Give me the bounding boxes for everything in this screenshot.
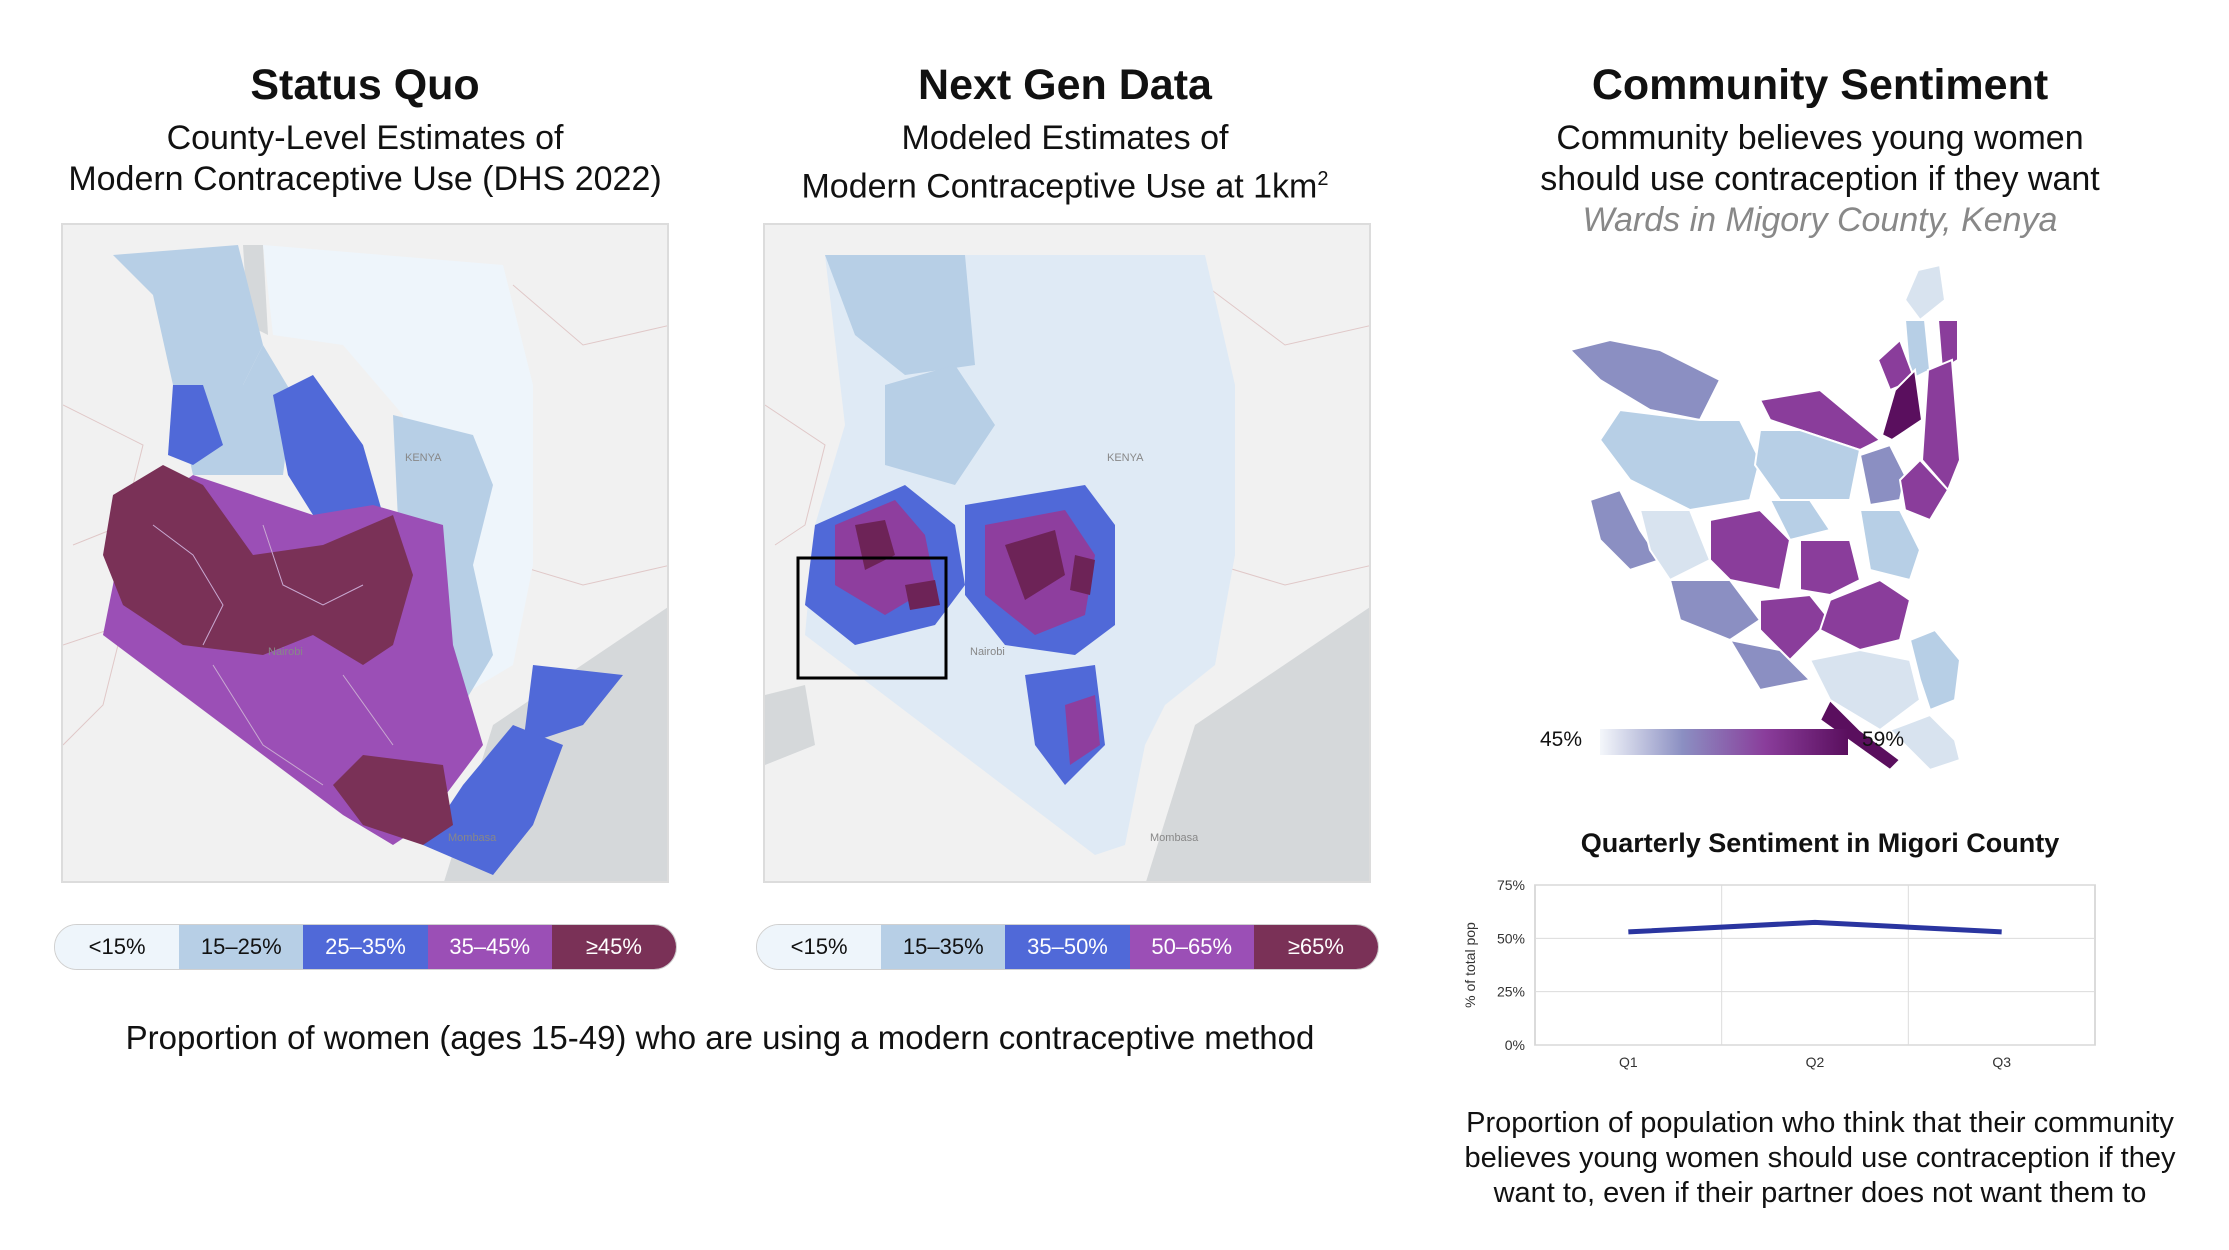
community-subtitle-3: Wards in Migory County, Kenya bbox=[1582, 201, 2058, 239]
next-gen-subtitle-1: Modeled Estimates of bbox=[901, 119, 1229, 157]
map-label-nairobi: Nairobi bbox=[970, 646, 1005, 658]
legend-item: <15% bbox=[55, 925, 180, 969]
right-caption-line-2: believes young women should use contrace… bbox=[1464, 1142, 2176, 1174]
plot-area bbox=[1534, 884, 2096, 1046]
next-gen-legend: <15% 15–35% 35–50% 50–65% ≥65% bbox=[756, 924, 1379, 970]
sentiment-line-chart: 0% 25% 50% 75% Q1 Q2 Q3 % of total pop bbox=[1462, 877, 2096, 1070]
legend-item: 50–65% bbox=[1129, 925, 1254, 969]
map-label-kenya: KENYA bbox=[1107, 452, 1144, 464]
status-quo-title: Status Quo bbox=[250, 61, 480, 109]
next-gen-title: Next Gen Data bbox=[918, 61, 1212, 109]
y-tick-label: 25% bbox=[1497, 984, 1525, 1000]
map-label-kenya: KENYA bbox=[405, 452, 442, 464]
gradient-min-label: 45% bbox=[1540, 728, 1583, 751]
map-label-nairobi: Nairobi bbox=[268, 646, 303, 658]
x-tick-label: Q3 bbox=[1992, 1054, 2011, 1070]
status-quo-legend: <15% 15–25% 25–35% 35–45% ≥45% bbox=[54, 924, 677, 970]
community-subtitle-1: Community believes young women bbox=[1556, 119, 2084, 157]
y-tick-label: 0% bbox=[1505, 1037, 1525, 1053]
next-gen-map[interactable]: KENYA Nairobi Mombasa bbox=[763, 223, 1371, 883]
legend-item: 15–25% bbox=[179, 925, 304, 969]
superscript: 2 bbox=[1317, 168, 1329, 190]
status-quo-subtitle-1: County-Level Estimates of bbox=[166, 119, 564, 157]
x-tick-label: Q1 bbox=[1619, 1054, 1638, 1070]
chart-title: Quarterly Sentiment in Migori County bbox=[1580, 828, 2060, 858]
next-gen-subtitle-2: Modern Contraceptive Use at 1km2 bbox=[755, 159, 1375, 207]
community-sentiment-title: Community Sentiment bbox=[1591, 61, 2049, 109]
gradient-max-label: 59% bbox=[1862, 728, 1905, 751]
legend-item: 25–35% bbox=[303, 925, 428, 969]
legend-item: 35–45% bbox=[427, 925, 552, 969]
legend-item: ≥65% bbox=[1253, 925, 1378, 969]
x-tick-label: Q2 bbox=[1806, 1054, 1825, 1070]
right-caption-line-1: Proportion of population who think that … bbox=[1466, 1107, 2174, 1139]
map-label-mombasa: Mombasa bbox=[1150, 832, 1199, 844]
status-quo-map[interactable]: KENYA Nairobi Mombasa bbox=[61, 223, 669, 883]
y-tick-label: 75% bbox=[1497, 877, 1525, 893]
map-label-mombasa: Mombasa bbox=[448, 832, 497, 844]
bottom-caption: Proportion of women (ages 15-49) who are… bbox=[125, 1019, 1315, 1056]
legend-item: 35–50% bbox=[1005, 925, 1130, 969]
y-tick-label: 50% bbox=[1497, 930, 1525, 946]
community-subtitle-2: should use contraception if they want bbox=[1540, 160, 2100, 198]
legend-item: 15–35% bbox=[881, 925, 1006, 969]
migori-ward-map[interactable] bbox=[1560, 260, 2060, 780]
right-caption-line-3: want to, even if their partner does not … bbox=[1493, 1177, 2147, 1209]
status-quo-subtitle-2: Modern Contraceptive Use (DHS 2022) bbox=[68, 160, 662, 198]
series-line bbox=[1628, 919, 2002, 935]
legend-item: ≥45% bbox=[551, 925, 676, 969]
next-gen-subtitle-2-text: Modern Contraceptive Use at 1km bbox=[801, 167, 1318, 206]
sentiment-gradient-bar bbox=[1600, 729, 1848, 755]
legend-item: <15% bbox=[757, 925, 882, 969]
y-axis-label: % of total pop bbox=[1462, 922, 1478, 1008]
